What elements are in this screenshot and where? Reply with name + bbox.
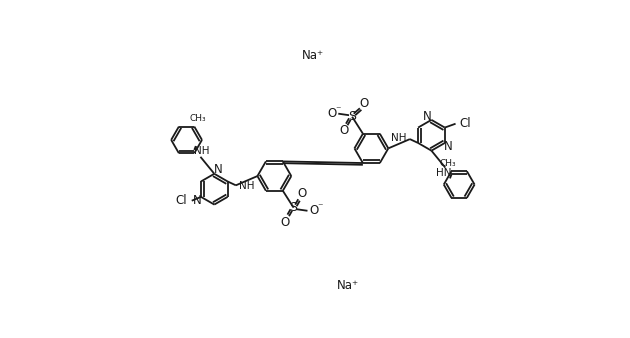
Text: N: N <box>423 110 432 122</box>
Text: O: O <box>359 97 369 110</box>
Text: CH₃: CH₃ <box>439 159 456 168</box>
Text: O: O <box>280 216 290 229</box>
Text: S: S <box>290 201 297 214</box>
Text: NH: NH <box>239 181 255 191</box>
Text: ⁻: ⁻ <box>336 105 341 115</box>
Text: O: O <box>297 187 307 200</box>
Text: NH: NH <box>194 146 210 156</box>
Text: HN: HN <box>436 168 452 178</box>
Text: N: N <box>193 194 202 207</box>
Text: O: O <box>309 204 318 217</box>
Text: N: N <box>214 163 222 176</box>
Text: Na⁺: Na⁺ <box>337 279 359 292</box>
Text: S: S <box>348 110 356 123</box>
Text: Na⁺: Na⁺ <box>302 49 324 63</box>
Text: Cl: Cl <box>175 194 186 207</box>
Text: O: O <box>328 107 337 120</box>
Text: CH₃: CH₃ <box>190 114 207 123</box>
Text: ⁻: ⁻ <box>317 202 323 212</box>
Text: N: N <box>444 140 453 153</box>
Text: NH: NH <box>391 134 407 143</box>
Text: Cl: Cl <box>459 117 471 130</box>
Text: O: O <box>339 124 348 137</box>
